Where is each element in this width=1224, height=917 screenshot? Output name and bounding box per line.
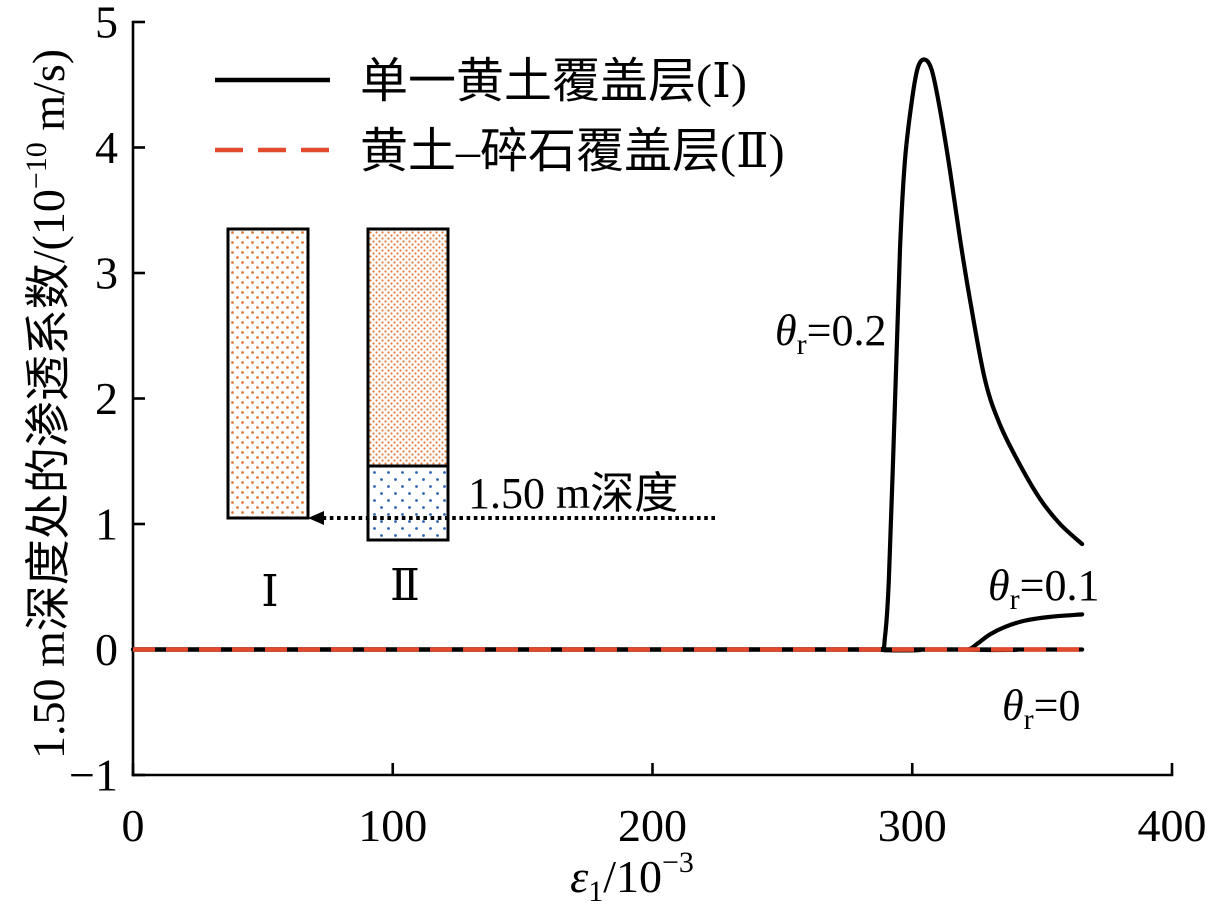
curve-label-theta-r-0-1: θr=0.1 <box>988 561 1099 616</box>
theta-symbol: θ <box>988 561 1010 610</box>
x-tick-label: 0 <box>122 800 145 851</box>
y-tick-label: 4 <box>95 122 118 173</box>
x-axis-label-exponent: −3 <box>662 846 694 879</box>
curve-label-theta-r-0-2: θr=0.2 <box>775 306 886 361</box>
plot-curves <box>130 57 1085 653</box>
x-axis-label-text: /10 <box>603 851 662 902</box>
y-axis-label-unit: m/s) <box>23 49 74 142</box>
theta-symbol: θ <box>1002 681 1024 730</box>
legend-label-loess-gravel: 黄土–碎石覆盖层(Ⅱ) <box>360 125 785 178</box>
legend: 单一黄土覆盖层(Ⅰ) 黄土–碎石覆盖层(Ⅱ) <box>215 55 785 178</box>
theta-value: =0.2 <box>807 306 887 355</box>
column-i-label: Ⅰ <box>261 567 278 616</box>
x-axis-label-symbol: ε <box>570 851 589 902</box>
y-tick-label: −1 <box>69 750 118 801</box>
theta-subscript: r <box>1010 583 1020 616</box>
depth-arrow-head <box>308 511 324 525</box>
y-axis-label-exponent: −10 <box>20 142 53 189</box>
theta-symbol: θ <box>775 306 797 355</box>
x-tick-label: 300 <box>878 800 947 851</box>
y-axis-label-text: 1.50 m深度处的渗透系数/(10 <box>23 189 74 759</box>
curve-label-theta-r-0: θr=0 <box>1002 681 1080 736</box>
column-i-loess-layer <box>228 229 308 518</box>
x-tick-label: 200 <box>618 800 687 851</box>
column-ii-loess-layer <box>368 229 448 466</box>
y-tick-label: 2 <box>95 373 118 424</box>
theta-subscript: r <box>1024 703 1034 736</box>
theta-value: =0 <box>1034 681 1081 730</box>
y-tick-label: 3 <box>95 248 118 299</box>
legend-label-single-loess: 单一黄土覆盖层(Ⅰ) <box>360 55 747 108</box>
x-tick-label: 100 <box>358 800 427 851</box>
column-ii-label: Ⅱ <box>390 561 420 610</box>
theta-subscript: r <box>797 328 807 361</box>
x-axis-label-subscript: 1 <box>588 875 603 908</box>
column-ii-gravel-layer <box>368 466 448 540</box>
y-tick-label: 1 <box>95 499 118 550</box>
y-axis-label: 1.50 m深度处的渗透系数/(10−10 m/s) <box>20 49 74 759</box>
y-tick-label: 5 <box>95 0 118 48</box>
single-loess-cover-curve-2 <box>130 612 1085 653</box>
x-axis-label: ε1/10−3 <box>570 846 694 908</box>
column-i-outline <box>226 227 310 520</box>
column-ii-outline <box>366 227 450 542</box>
theta-value: =0.1 <box>1020 561 1100 610</box>
depth-label: 1.50 m深度 <box>468 469 678 518</box>
x-tick-label: 400 <box>1138 800 1207 851</box>
y-tick-label: 0 <box>95 624 118 675</box>
inset-diagram: 1.50 m深度 Ⅰ Ⅱ <box>226 227 715 616</box>
